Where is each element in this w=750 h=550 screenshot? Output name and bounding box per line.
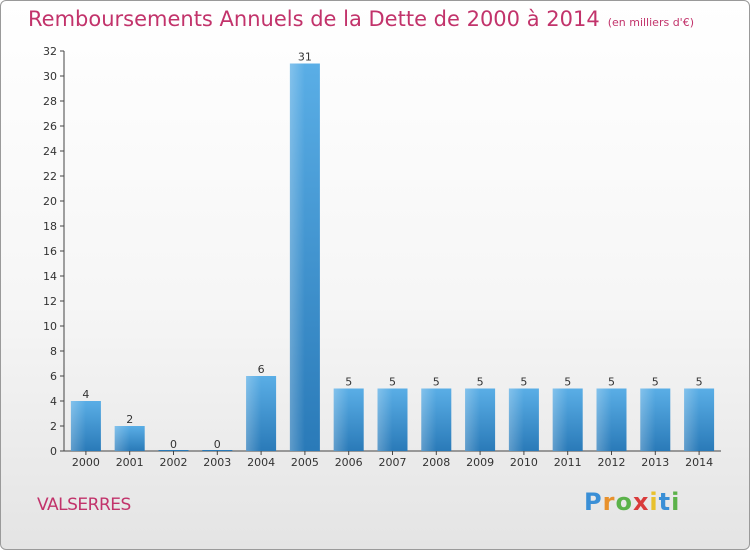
logo-letter: x (632, 488, 650, 516)
data-label: 5 (389, 376, 396, 389)
data-label: 31 (298, 51, 312, 64)
x-tick-label: 2008 (422, 456, 450, 469)
x-tick-label: 2010 (510, 456, 538, 469)
data-label: 5 (696, 376, 703, 389)
y-tick-label: 20 (43, 195, 57, 208)
data-label: 5 (345, 376, 352, 389)
logo-letter: i (649, 488, 659, 516)
bar-shine (684, 388, 700, 451)
y-tick-label: 12 (43, 295, 57, 308)
data-label: 0 (170, 438, 177, 451)
x-tick-label: 2013 (641, 456, 669, 469)
bar-shine (114, 426, 130, 451)
data-label: 2 (126, 413, 133, 426)
bar-shine (333, 388, 349, 451)
bar-shine (70, 401, 86, 451)
y-tick-label: 26 (43, 120, 57, 133)
data-label: 5 (433, 376, 440, 389)
logo-letter: i (671, 488, 681, 516)
x-tick-label: 2006 (335, 456, 363, 469)
commune-name: VALSERRES (37, 495, 131, 515)
x-tick-label: 2012 (598, 456, 626, 469)
data-label: 5 (608, 376, 615, 389)
logo-letter: t (658, 488, 672, 516)
x-tick-label: 2011 (554, 456, 582, 469)
bar-shine (377, 388, 393, 451)
logo-letter: o (615, 488, 633, 516)
bar-shine (465, 388, 481, 451)
bar-shine (421, 388, 437, 451)
x-tick-label: 2009 (466, 456, 494, 469)
chart-subtitle: (en milliers d'€) (607, 16, 694, 29)
y-tick-label: 24 (43, 145, 57, 158)
data-label: 5 (652, 376, 659, 389)
y-tick-label: 16 (43, 245, 57, 258)
x-tick-label: 2002 (160, 456, 188, 469)
data-label: 5 (564, 376, 571, 389)
x-tick-label: 2001 (116, 456, 144, 469)
y-tick-label: 22 (43, 170, 57, 183)
x-tick-label: 2007 (379, 456, 407, 469)
data-label: 5 (520, 376, 527, 389)
bar-shine (552, 388, 568, 451)
chart-title: Remboursements Annuels de la Dette de 20… (28, 7, 694, 31)
y-tick-label: 6 (50, 370, 57, 383)
data-label: 6 (258, 363, 265, 376)
bars (70, 63, 715, 451)
chart-title-text: Remboursements Annuels de la Dette de 20… (28, 7, 600, 31)
y-tick-label: 18 (43, 220, 57, 233)
logo-letter: P (584, 488, 603, 516)
x-tick-label: 2000 (72, 456, 100, 469)
y-tick-label: 30 (43, 70, 57, 83)
y-tick-label: 32 (43, 45, 57, 58)
bar-shine (640, 388, 656, 451)
data-label: 0 (214, 438, 221, 451)
y-tick-label: 28 (43, 95, 57, 108)
y-tick-label: 4 (50, 395, 57, 408)
x-tick-label: 2014 (685, 456, 713, 469)
data-label: 5 (477, 376, 484, 389)
x-tick-label: 2005 (291, 456, 319, 469)
y-tick-label: 2 (50, 420, 57, 433)
proxiti-logo: Proxiti (584, 488, 680, 516)
bar-shine (508, 388, 524, 451)
bar-shine (596, 388, 612, 451)
x-tick-label: 2004 (247, 456, 275, 469)
y-tick-label: 8 (50, 345, 57, 358)
y-tick-label: 0 (50, 445, 57, 458)
x-tick-label: 2003 (203, 456, 231, 469)
bar-shine (289, 63, 305, 451)
y-tick-label: 14 (43, 270, 57, 283)
logo-letter: r (602, 488, 616, 516)
bar-shine (246, 376, 262, 451)
data-labels: 4 2 0 0 6 31 5 5 5 5 5 5 5 5 5 (82, 51, 702, 452)
data-label: 4 (82, 388, 89, 401)
y-tick-label: 10 (43, 320, 57, 333)
